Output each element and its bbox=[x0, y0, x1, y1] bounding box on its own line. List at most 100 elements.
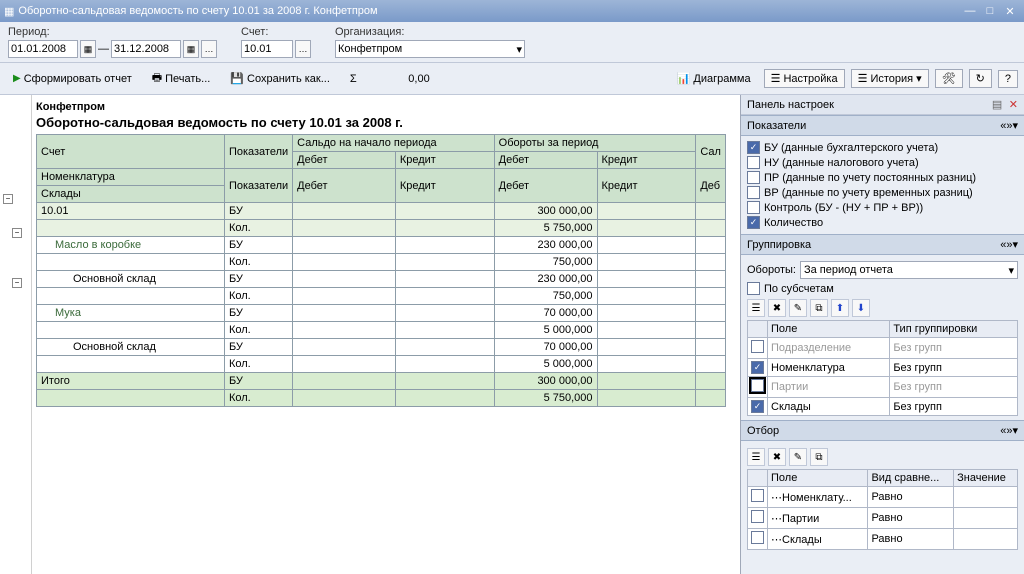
help-button[interactable]: ? bbox=[998, 70, 1018, 88]
edit-button[interactable]: ✎ bbox=[789, 448, 807, 466]
date-dash: — bbox=[98, 43, 109, 55]
col-credit2: Кредит bbox=[597, 152, 696, 169]
indicator-label: БУ (данные бухгалтерского учета) bbox=[764, 142, 938, 154]
account-input[interactable] bbox=[241, 40, 293, 58]
play-icon: ▶ bbox=[13, 73, 21, 84]
turnover-select[interactable]: За период отчета▾ bbox=[800, 261, 1018, 279]
grouping-field[interactable]: Подразделение bbox=[768, 338, 890, 359]
filter-field[interactable]: ⋯Склады bbox=[768, 529, 868, 550]
account-picker-button[interactable]: … bbox=[295, 40, 311, 58]
turnover-label: Обороты: bbox=[747, 264, 796, 276]
history-icon: ☰ bbox=[858, 72, 868, 85]
indicator-checkbox[interactable] bbox=[747, 171, 760, 184]
table-row[interactable]: Основной склад bbox=[37, 271, 225, 288]
col-opening: Сальдо на начало периода bbox=[293, 135, 494, 152]
date-to-input[interactable] bbox=[111, 40, 181, 58]
grouping-field[interactable]: Партии bbox=[768, 377, 890, 398]
tree-collapse-button[interactable]: − bbox=[12, 228, 22, 238]
indicator-label: ВР (данные по учету временных разниц) bbox=[764, 187, 973, 199]
grouping-checkbox[interactable] bbox=[751, 379, 764, 392]
indicator-checkbox[interactable]: ✓ bbox=[747, 141, 760, 154]
col-closing: Сал bbox=[696, 135, 726, 169]
report-table: Счет Показатели Сальдо на начало периода… bbox=[36, 134, 726, 407]
refresh-icon: ↻ bbox=[976, 72, 985, 85]
report-title: Оборотно-сальдовая ведомость по счету 10… bbox=[36, 115, 734, 130]
col-debit: Дебет bbox=[293, 152, 396, 169]
app-icon: ▦ bbox=[4, 5, 14, 18]
period-picker-button[interactable]: … bbox=[201, 40, 217, 58]
grouping-field[interactable]: Номенклатура bbox=[768, 359, 890, 377]
grouping-checkbox[interactable]: ✓ bbox=[751, 400, 764, 413]
tree-collapse-button[interactable]: − bbox=[3, 194, 13, 204]
copy-button[interactable]: ⧉ bbox=[810, 448, 828, 466]
add-button[interactable]: ☰ bbox=[747, 448, 765, 466]
table-row[interactable]: 10.01 bbox=[37, 203, 225, 220]
table-row[interactable]: Основной склад bbox=[37, 339, 225, 356]
indicator-checkbox[interactable] bbox=[747, 186, 760, 199]
history-button[interactable]: ☰История▾ bbox=[851, 69, 929, 88]
indicators-body: ✓БУ (данные бухгалтерского учета)НУ (дан… bbox=[741, 136, 1024, 234]
toolbar: ▶Сформировать отчет 🖶Печать... 💾Сохранит… bbox=[0, 63, 1024, 95]
grouping-body: Обороты: За период отчета▾ По субсчетам … bbox=[741, 255, 1024, 420]
minimize-button[interactable]: — bbox=[960, 5, 980, 17]
print-button[interactable]: 🖶Печать... bbox=[145, 66, 218, 91]
chevron-down-icon: ▾ bbox=[916, 72, 922, 85]
add-button[interactable]: ☰ bbox=[747, 299, 765, 317]
tree-collapse-button[interactable]: − bbox=[12, 278, 22, 288]
edit-button[interactable]: ✎ bbox=[789, 299, 807, 317]
col-account: Счет bbox=[37, 135, 225, 169]
indicators-header: Показатели «»▾ bbox=[741, 115, 1024, 136]
filter-field[interactable]: ⋯Номенклату... bbox=[768, 487, 868, 508]
up-button[interactable]: ⬆ bbox=[831, 299, 849, 317]
calendar-from-icon[interactable]: ▦ bbox=[80, 40, 96, 58]
down-button[interactable]: ⬇ bbox=[852, 299, 870, 317]
indicator-checkbox[interactable]: ✓ bbox=[747, 216, 760, 229]
filter-checkbox[interactable] bbox=[751, 489, 764, 502]
chevron-down-icon: ▾ bbox=[516, 43, 522, 56]
indicator-label: Контроль (БУ - (НУ + ПР + ВР)) bbox=[764, 202, 923, 214]
grouping-field[interactable]: Склады bbox=[768, 398, 890, 416]
row-total: Итого bbox=[37, 373, 225, 390]
chevron-down-icon: ▾ bbox=[1008, 264, 1014, 277]
settings-button[interactable]: ☰Настройка bbox=[764, 69, 845, 88]
copy-button[interactable]: ⧉ bbox=[810, 299, 828, 317]
col-turnover: Обороты за период bbox=[494, 135, 696, 152]
settings-panel-header: Панель настроек ▤ ✕ bbox=[741, 95, 1024, 115]
report-content: Конфетпром Оборотно-сальдовая ведомость … bbox=[32, 95, 740, 574]
panel-menu-icon[interactable]: ▤ bbox=[992, 98, 1002, 111]
close-button[interactable]: ✕ bbox=[1000, 5, 1020, 18]
refresh-button[interactable]: ↻ bbox=[969, 69, 992, 88]
maximize-button[interactable]: □ bbox=[980, 5, 1000, 17]
table-row[interactable]: Масло в коробке bbox=[37, 237, 225, 254]
indicator-checkbox[interactable] bbox=[747, 156, 760, 169]
options-button[interactable]: 🛠 bbox=[935, 69, 963, 88]
calendar-to-icon[interactable]: ▦ bbox=[183, 40, 199, 58]
indicator-checkbox[interactable] bbox=[747, 201, 760, 214]
chart-icon: 📊 bbox=[677, 72, 691, 85]
save-button[interactable]: 💾Сохранить как... bbox=[223, 69, 337, 88]
by-subaccount-checkbox[interactable] bbox=[747, 282, 760, 295]
grouping-checkbox[interactable] bbox=[751, 340, 764, 353]
save-icon: 💾 bbox=[230, 72, 244, 85]
remove-button[interactable]: ✖ bbox=[768, 448, 786, 466]
grouping-header: Группировка «»▾ bbox=[741, 234, 1024, 255]
company-name: Конфетпром bbox=[36, 101, 734, 113]
filter-checkbox[interactable] bbox=[751, 510, 764, 523]
remove-button[interactable]: ✖ bbox=[768, 299, 786, 317]
panel-close-icon[interactable]: ✕ bbox=[1009, 98, 1018, 111]
sum-value: 0,00 bbox=[370, 73, 430, 85]
org-value: Конфетпром bbox=[338, 43, 402, 55]
grouping-checkbox[interactable]: ✓ bbox=[751, 361, 764, 374]
wrench-icon: 🛠 bbox=[942, 72, 956, 85]
help-icon: ? bbox=[1005, 73, 1011, 85]
form-report-button[interactable]: ▶Сформировать отчет bbox=[6, 70, 139, 88]
filter-checkbox[interactable] bbox=[751, 531, 764, 544]
table-row[interactable]: Мука bbox=[37, 305, 225, 322]
date-from-input[interactable] bbox=[8, 40, 78, 58]
filter-field[interactable]: ⋯Партии bbox=[768, 508, 868, 529]
indicator-label: Количество bbox=[764, 217, 823, 229]
org-select[interactable]: Конфетпром ▾ bbox=[335, 40, 525, 58]
sum-button[interactable]: Σ bbox=[343, 70, 364, 88]
window-title: Оборотно-сальдовая ведомость по счету 10… bbox=[14, 5, 960, 17]
diagram-button[interactable]: 📊Диаграмма bbox=[670, 69, 758, 88]
